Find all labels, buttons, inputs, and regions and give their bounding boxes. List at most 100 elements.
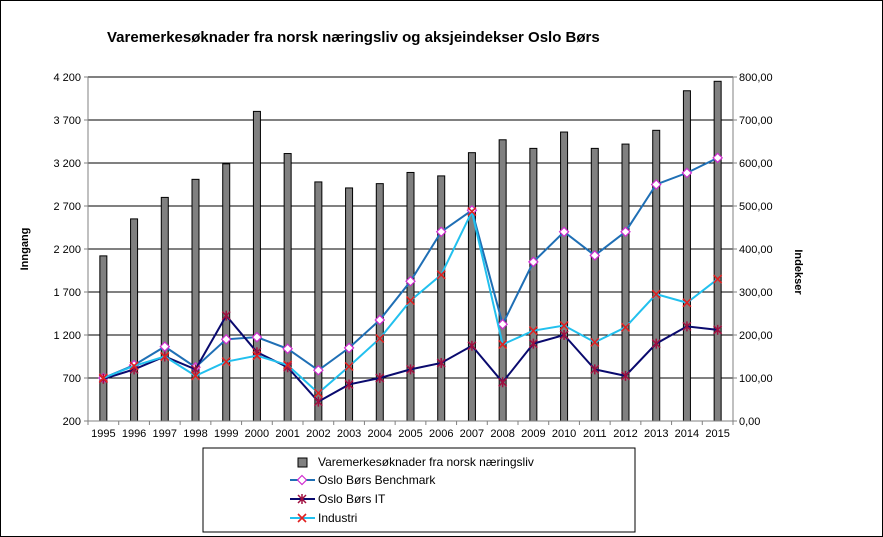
point bbox=[590, 337, 600, 347]
bar bbox=[437, 175, 446, 422]
y-right-tick-label: 0,00 bbox=[739, 416, 760, 428]
x-tick-label: 2009 bbox=[521, 428, 545, 440]
x-tick-label: 2008 bbox=[490, 428, 514, 440]
y-axis-right-title: Indekser bbox=[792, 249, 804, 295]
line-series bbox=[98, 152, 723, 407]
point bbox=[620, 322, 631, 332]
point bbox=[467, 340, 477, 351]
y-left-tick-label: 2 200 bbox=[53, 244, 81, 256]
point bbox=[405, 296, 416, 306]
point bbox=[98, 373, 108, 383]
legend-item: Varemerkesøknader fra norsk næringsliv bbox=[297, 455, 534, 469]
point bbox=[160, 351, 170, 362]
y-right-tick-label: 400,00 bbox=[739, 244, 773, 256]
legend-item: Oslo Børs IT bbox=[290, 492, 386, 506]
y-right-tick-label: 100,00 bbox=[739, 373, 773, 385]
chart-title: Varemerkesøknader fra norsk næringsliv o… bbox=[107, 29, 600, 46]
bar bbox=[406, 171, 415, 422]
x-tick-label: 2010 bbox=[552, 428, 576, 440]
x-tick-label: 2003 bbox=[337, 428, 361, 440]
bar bbox=[682, 90, 691, 422]
x-tick-label: 1995 bbox=[91, 428, 115, 440]
x-tick-label: 2004 bbox=[368, 428, 392, 440]
point bbox=[296, 474, 308, 486]
legend-label: Oslo Børs Benchmark bbox=[318, 473, 436, 487]
point bbox=[682, 321, 692, 332]
x-tick-label: 2001 bbox=[275, 428, 299, 440]
y-right-tick-label: 600,00 bbox=[739, 158, 773, 170]
legend-box bbox=[202, 447, 636, 533]
point bbox=[467, 207, 477, 217]
point bbox=[620, 370, 631, 381]
x-tick-label: 1996 bbox=[122, 428, 146, 440]
point bbox=[713, 324, 723, 335]
y-left-tick-label: 700 bbox=[63, 373, 81, 385]
x-tick-label: 2012 bbox=[613, 428, 637, 440]
y-right-tick-label: 500,00 bbox=[739, 201, 773, 213]
y-right-tick-label: 700,00 bbox=[739, 115, 773, 127]
y-left-tick-label: 1 700 bbox=[53, 287, 81, 299]
bar bbox=[99, 255, 108, 422]
x-tick-label: 2014 bbox=[675, 428, 699, 440]
point bbox=[713, 274, 723, 284]
x-tick-label: 2007 bbox=[460, 428, 484, 440]
x-tick-label: 2011 bbox=[583, 428, 607, 440]
point bbox=[251, 331, 263, 343]
series-industri bbox=[98, 207, 723, 398]
point bbox=[282, 343, 293, 355]
bar bbox=[314, 181, 323, 422]
y-left-tick-label: 3 200 bbox=[53, 158, 81, 170]
x-tick-label: 2006 bbox=[429, 428, 453, 440]
point bbox=[558, 226, 570, 238]
point bbox=[344, 379, 354, 390]
point bbox=[682, 298, 692, 308]
bar bbox=[713, 80, 722, 422]
bar bbox=[560, 131, 569, 422]
point bbox=[497, 318, 508, 330]
point bbox=[344, 361, 354, 371]
point bbox=[435, 226, 447, 238]
point bbox=[221, 357, 231, 367]
point bbox=[375, 373, 385, 383]
point bbox=[559, 320, 569, 331]
x-tick-label: 2005 bbox=[398, 428, 422, 440]
legend-item: Oslo Børs Benchmark bbox=[290, 473, 436, 487]
legend-label: Industri bbox=[318, 511, 357, 525]
bar bbox=[283, 153, 292, 422]
axes: 200 700 1 200 1 700 2 200 2 700 3 200 3 700 4 20… bbox=[53, 72, 772, 440]
legend: Varemerkesøknader fra norsk næringsliv Os… bbox=[202, 447, 636, 533]
bar bbox=[529, 147, 538, 422]
bar bbox=[652, 129, 661, 422]
legend-label: Varemerkesøknader fra norsk næringsliv bbox=[318, 455, 534, 469]
y-left-tick-label: 1 200 bbox=[53, 330, 81, 342]
y-left-tick-label: 200 bbox=[63, 416, 81, 428]
bar bbox=[130, 218, 139, 422]
x-tick-label: 2015 bbox=[705, 428, 729, 440]
bar bbox=[467, 152, 476, 422]
bar bbox=[222, 163, 231, 422]
bar bbox=[252, 110, 261, 422]
point bbox=[651, 338, 661, 349]
point bbox=[498, 377, 508, 388]
x-tick-label: 2013 bbox=[644, 428, 668, 440]
point bbox=[405, 275, 416, 287]
point bbox=[129, 361, 139, 371]
point bbox=[297, 513, 307, 523]
point bbox=[436, 357, 446, 368]
bar bbox=[590, 147, 599, 422]
y-left-tick-label: 3 700 bbox=[53, 115, 81, 127]
y-right-tick-label: 300,00 bbox=[739, 287, 773, 299]
point bbox=[374, 314, 386, 326]
x-tick-label: 2000 bbox=[245, 428, 269, 440]
bar bbox=[191, 178, 200, 422]
y-right-tick-label: 200,00 bbox=[739, 330, 773, 342]
point bbox=[313, 396, 323, 407]
point bbox=[620, 226, 631, 238]
x-tick-label: 1998 bbox=[183, 428, 207, 440]
bar-series bbox=[99, 80, 722, 422]
point bbox=[297, 494, 307, 504]
x-tick-label: 1999 bbox=[214, 428, 238, 440]
point bbox=[712, 152, 723, 164]
point bbox=[405, 364, 416, 375]
